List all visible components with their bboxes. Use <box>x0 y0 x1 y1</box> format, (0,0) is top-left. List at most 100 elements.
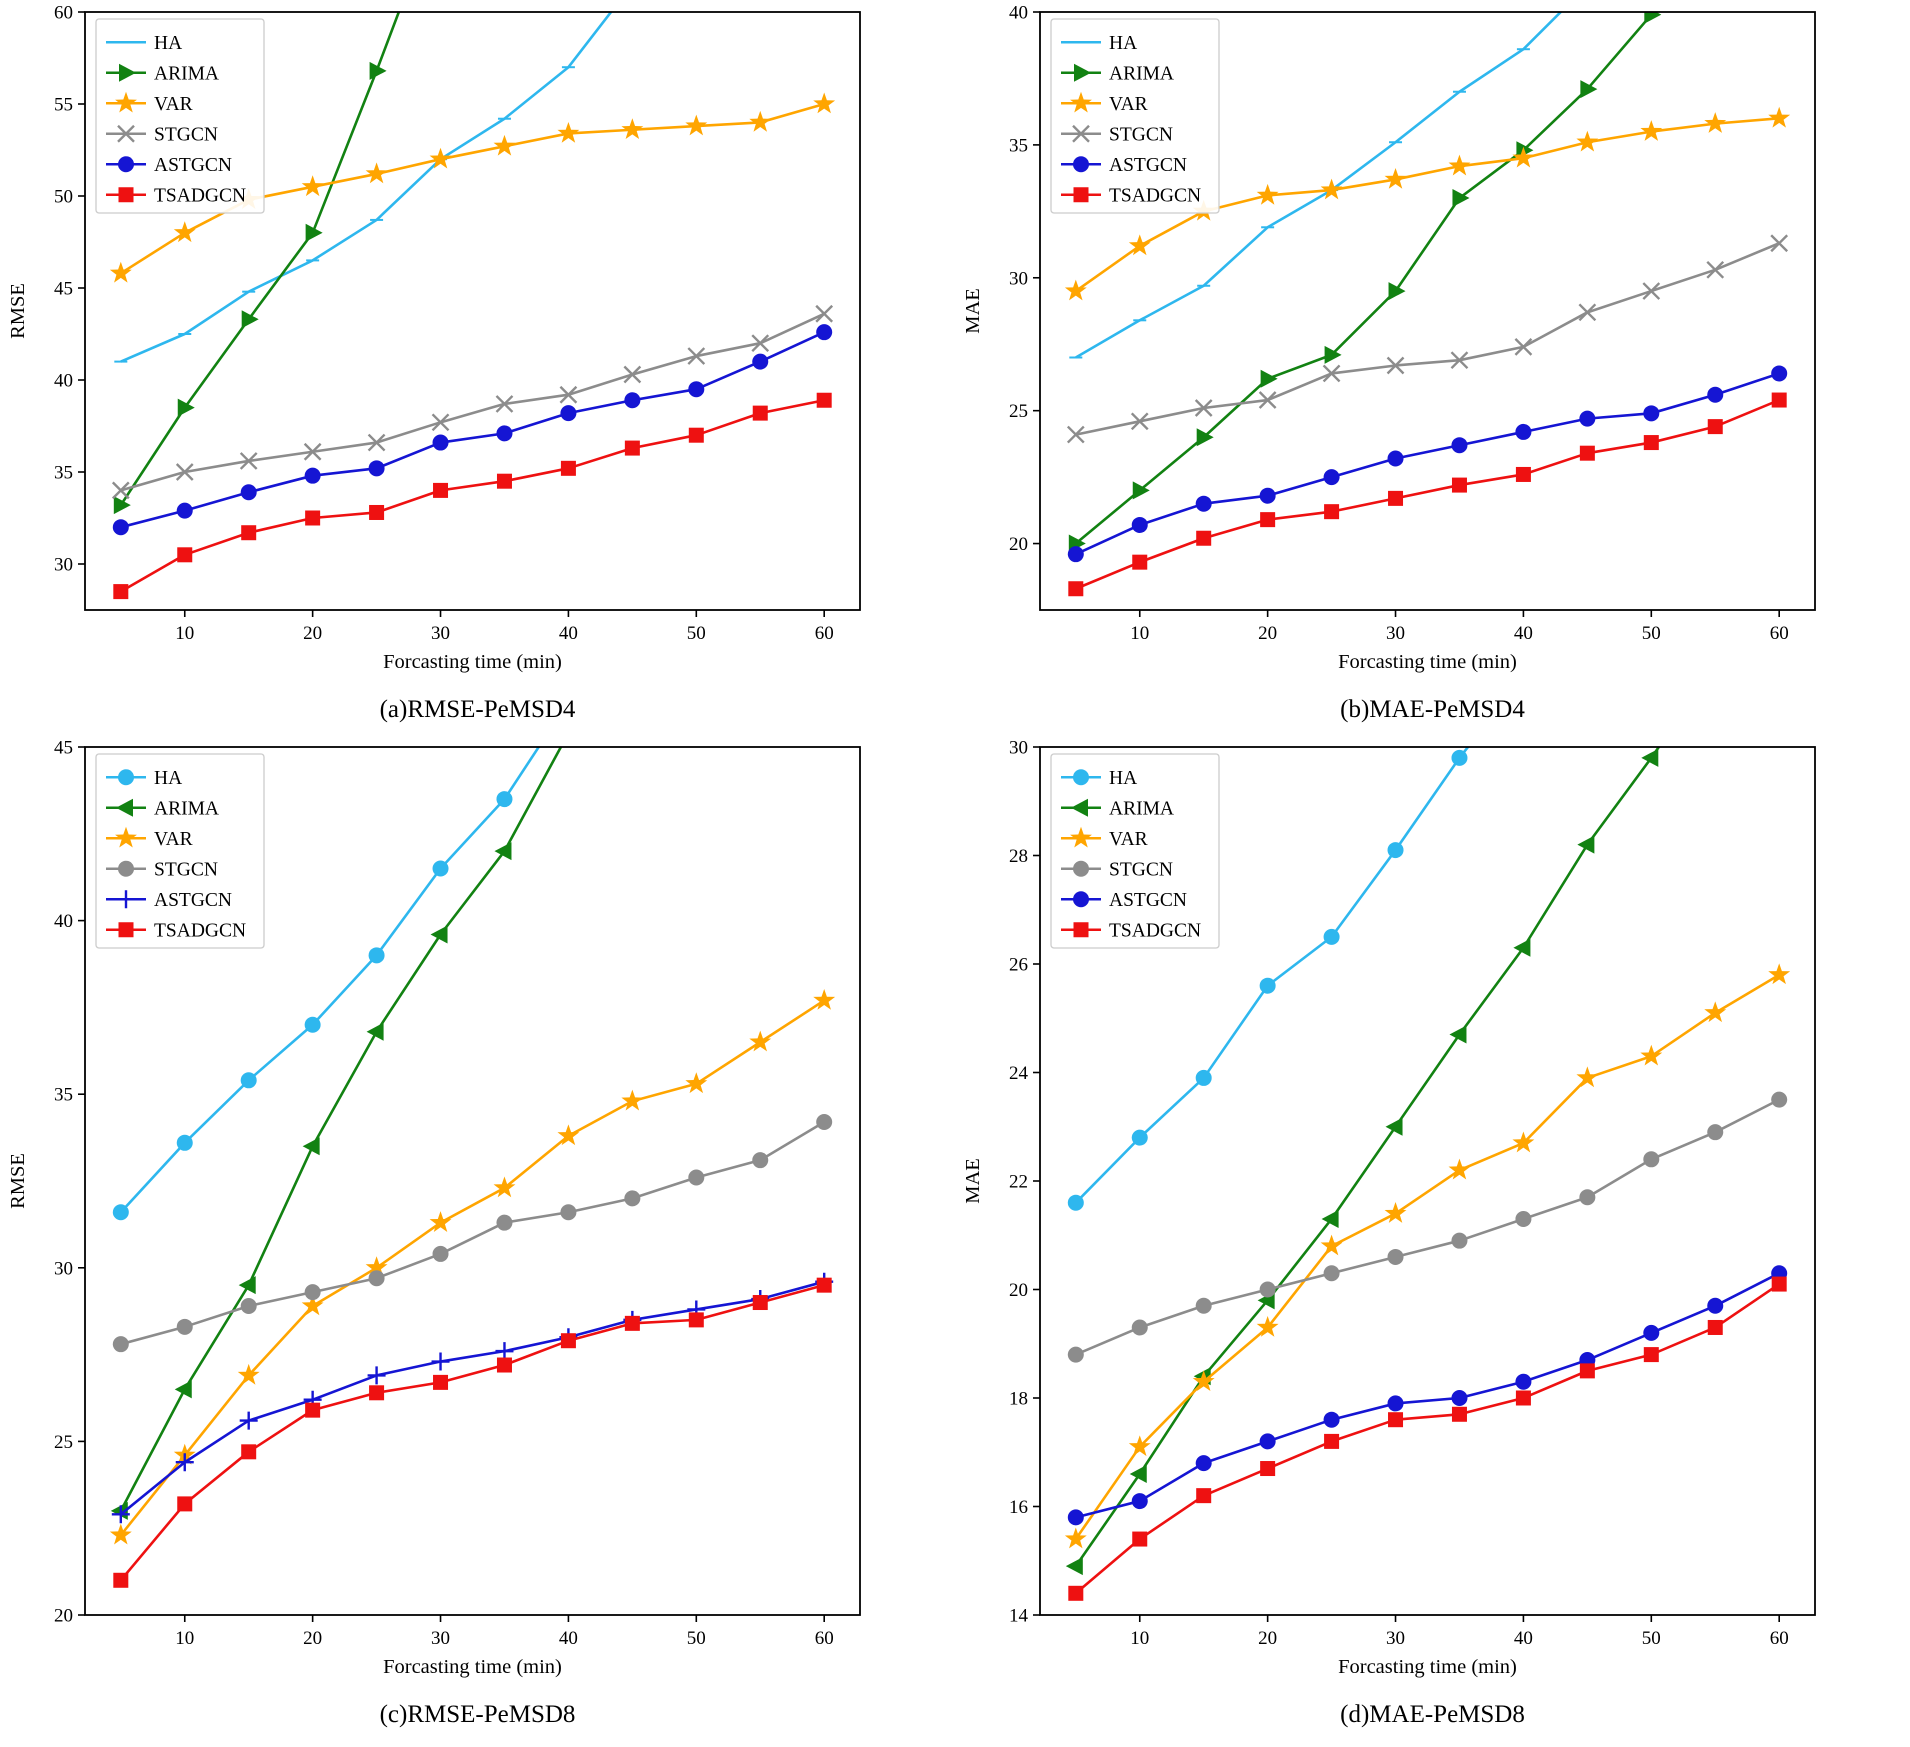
legend-label: ARIMA <box>154 63 219 84</box>
legend: HA ARIMA VAR STGCN ASTGCN TSADGCN <box>1050 753 1220 949</box>
axes: 10 20 30 40 50 60 Forcasting time (min) 30 35 40 4… <box>7 3 834 674</box>
series-astgcn <box>111 1272 834 1524</box>
svg-text:40: 40 <box>559 623 578 644</box>
svg-text:30: 30 <box>431 623 450 644</box>
legend-label: TSADGCN <box>154 920 246 941</box>
x-axis-label: Forcasting time (min) <box>1338 651 1517 673</box>
svg-text:60: 60 <box>815 1628 834 1649</box>
legend-entry-arima: ARIMA <box>106 798 219 819</box>
svg-text:18: 18 <box>1009 1389 1028 1410</box>
svg-text:10: 10 <box>1130 623 1149 644</box>
svg-text:35: 35 <box>54 463 73 484</box>
svg-text:40: 40 <box>559 1628 578 1649</box>
legend-entry-stgcn: STGCN <box>1061 124 1173 145</box>
svg-text:60: 60 <box>1770 1628 1789 1649</box>
svg-text:50: 50 <box>687 623 706 644</box>
legend-label: STGCN <box>1109 124 1173 145</box>
x-axis: 10 20 30 40 50 60 Forcasting time (min) <box>1130 610 1789 673</box>
x-axis: 10 20 30 40 50 60 Forcasting time (min) <box>175 1615 834 1678</box>
legend-entry-var: VAR <box>106 826 193 850</box>
legend-label: TSADGCN <box>154 185 246 206</box>
series-astgcn <box>1067 365 1788 563</box>
y-axis: 20 25 30 35 40 MAE <box>962 3 1040 555</box>
legend-label: HA <box>1109 33 1137 54</box>
svg-text:16: 16 <box>1009 1497 1028 1518</box>
chart-caption: (d)MAE-PeMSD8 <box>1340 1701 1525 1728</box>
series-var <box>109 988 836 1545</box>
legend-label: ASTGCN <box>1109 890 1187 911</box>
legend-label: STGCN <box>154 859 218 880</box>
legend-entry-stgcn: STGCN <box>1061 859 1173 880</box>
svg-text:30: 30 <box>1009 268 1028 289</box>
svg-text:60: 60 <box>54 3 73 24</box>
x-axis: 10 20 30 40 50 60 Forcasting time (min) <box>1130 1615 1789 1678</box>
svg-text:10: 10 <box>1130 1628 1149 1649</box>
legend-entry-ha: HA <box>1061 768 1137 789</box>
plot-border <box>1039 11 1816 611</box>
y-axis-label: RMSE <box>7 283 29 339</box>
svg-text:40: 40 <box>54 911 73 932</box>
svg-text:20: 20 <box>303 623 322 644</box>
svg-text:45: 45 <box>54 279 73 300</box>
chart-mae-pemsd8: 10 20 30 40 50 60 Forcasting time (min) 14 16 18 2… <box>955 735 1910 1747</box>
chart-caption: (b)MAE-PeMSD4 <box>1340 696 1525 723</box>
y-axis-label: MAE <box>962 1158 984 1204</box>
svg-text:30: 30 <box>1009 738 1028 759</box>
svg-text:25: 25 <box>54 1432 73 1453</box>
svg-text:35: 35 <box>54 1085 73 1106</box>
chart-canvas-rmse-pemsd8: 10 20 30 40 50 60 Forcasting time (min) 20 25 30 3… <box>7 738 861 1678</box>
svg-text:24: 24 <box>1009 1063 1029 1084</box>
legend-label: ASTGCN <box>154 155 232 176</box>
chart-mae-pemsd4: 10 20 30 40 50 60 Forcasting time (min) 20 25 30 3… <box>955 0 1910 735</box>
svg-text:14: 14 <box>1009 1606 1029 1627</box>
series-stgcn <box>112 1113 833 1353</box>
chart-canvas-mae-pemsd8: 10 20 30 40 50 60 Forcasting time (min) 14 16 18 2… <box>962 738 1816 1678</box>
legend-entry-tsadgcn: TSADGCN <box>1061 920 1201 941</box>
legend-label: TSADGCN <box>1109 920 1201 941</box>
plot-border <box>84 11 861 611</box>
series-tsadgcn <box>113 392 832 600</box>
series-tsadgcn <box>1068 392 1787 597</box>
series-stgcn <box>111 304 834 500</box>
legend-entry-stgcn: STGCN <box>106 124 218 145</box>
series-var <box>1064 963 1791 1549</box>
svg-text:30: 30 <box>54 1258 73 1279</box>
legend: HA ARIMA VAR STGCN ASTGCN TSADGCN <box>95 18 265 214</box>
svg-text:50: 50 <box>1642 1628 1661 1649</box>
legend-entry-var: VAR <box>1061 826 1148 850</box>
svg-text:40: 40 <box>1514 623 1533 644</box>
legend-label: TSADGCN <box>1109 185 1201 206</box>
series-astgcn <box>1067 1265 1788 1526</box>
legend-entry-arima: ARIMA <box>1061 63 1174 84</box>
legend-label: STGCN <box>154 124 218 145</box>
x-axis-label: Forcasting time (min) <box>383 651 562 673</box>
chart-canvas-mae-pemsd4: 10 20 30 40 50 60 Forcasting time (min) 20 25 30 3… <box>962 3 1816 673</box>
legend-label: STGCN <box>1109 859 1173 880</box>
legend-entry-arima: ARIMA <box>1061 798 1174 819</box>
legend-label: ARIMA <box>1109 798 1174 819</box>
x-axis-label: Forcasting time (min) <box>1338 1656 1517 1678</box>
legend-label: ARIMA <box>154 798 219 819</box>
legend-entry-astgcn: ASTGCN <box>1061 155 1187 176</box>
legend-entry-arima: ARIMA <box>106 63 219 84</box>
svg-text:26: 26 <box>1009 955 1028 976</box>
svg-text:50: 50 <box>1642 623 1661 644</box>
svg-text:40: 40 <box>1514 1628 1533 1649</box>
svg-text:10: 10 <box>175 1628 194 1649</box>
series-tsadgcn <box>113 1277 832 1588</box>
svg-text:40: 40 <box>1009 3 1028 24</box>
svg-text:28: 28 <box>1009 846 1028 867</box>
legend-entry-var: VAR <box>106 91 193 115</box>
y-axis: 20 25 30 35 40 45 RMSE <box>7 738 85 1627</box>
svg-text:30: 30 <box>1386 1628 1405 1649</box>
svg-text:45: 45 <box>54 738 73 759</box>
legend-label: VAR <box>154 829 193 850</box>
legend-entry-tsadgcn: TSADGCN <box>1061 185 1201 206</box>
legend-label: ASTGCN <box>1109 155 1187 176</box>
legend-entry-ha: HA <box>106 768 182 789</box>
svg-text:20: 20 <box>1258 623 1277 644</box>
svg-text:22: 22 <box>1009 1172 1028 1193</box>
legend-label: VAR <box>1109 829 1148 850</box>
svg-text:30: 30 <box>431 1628 450 1649</box>
